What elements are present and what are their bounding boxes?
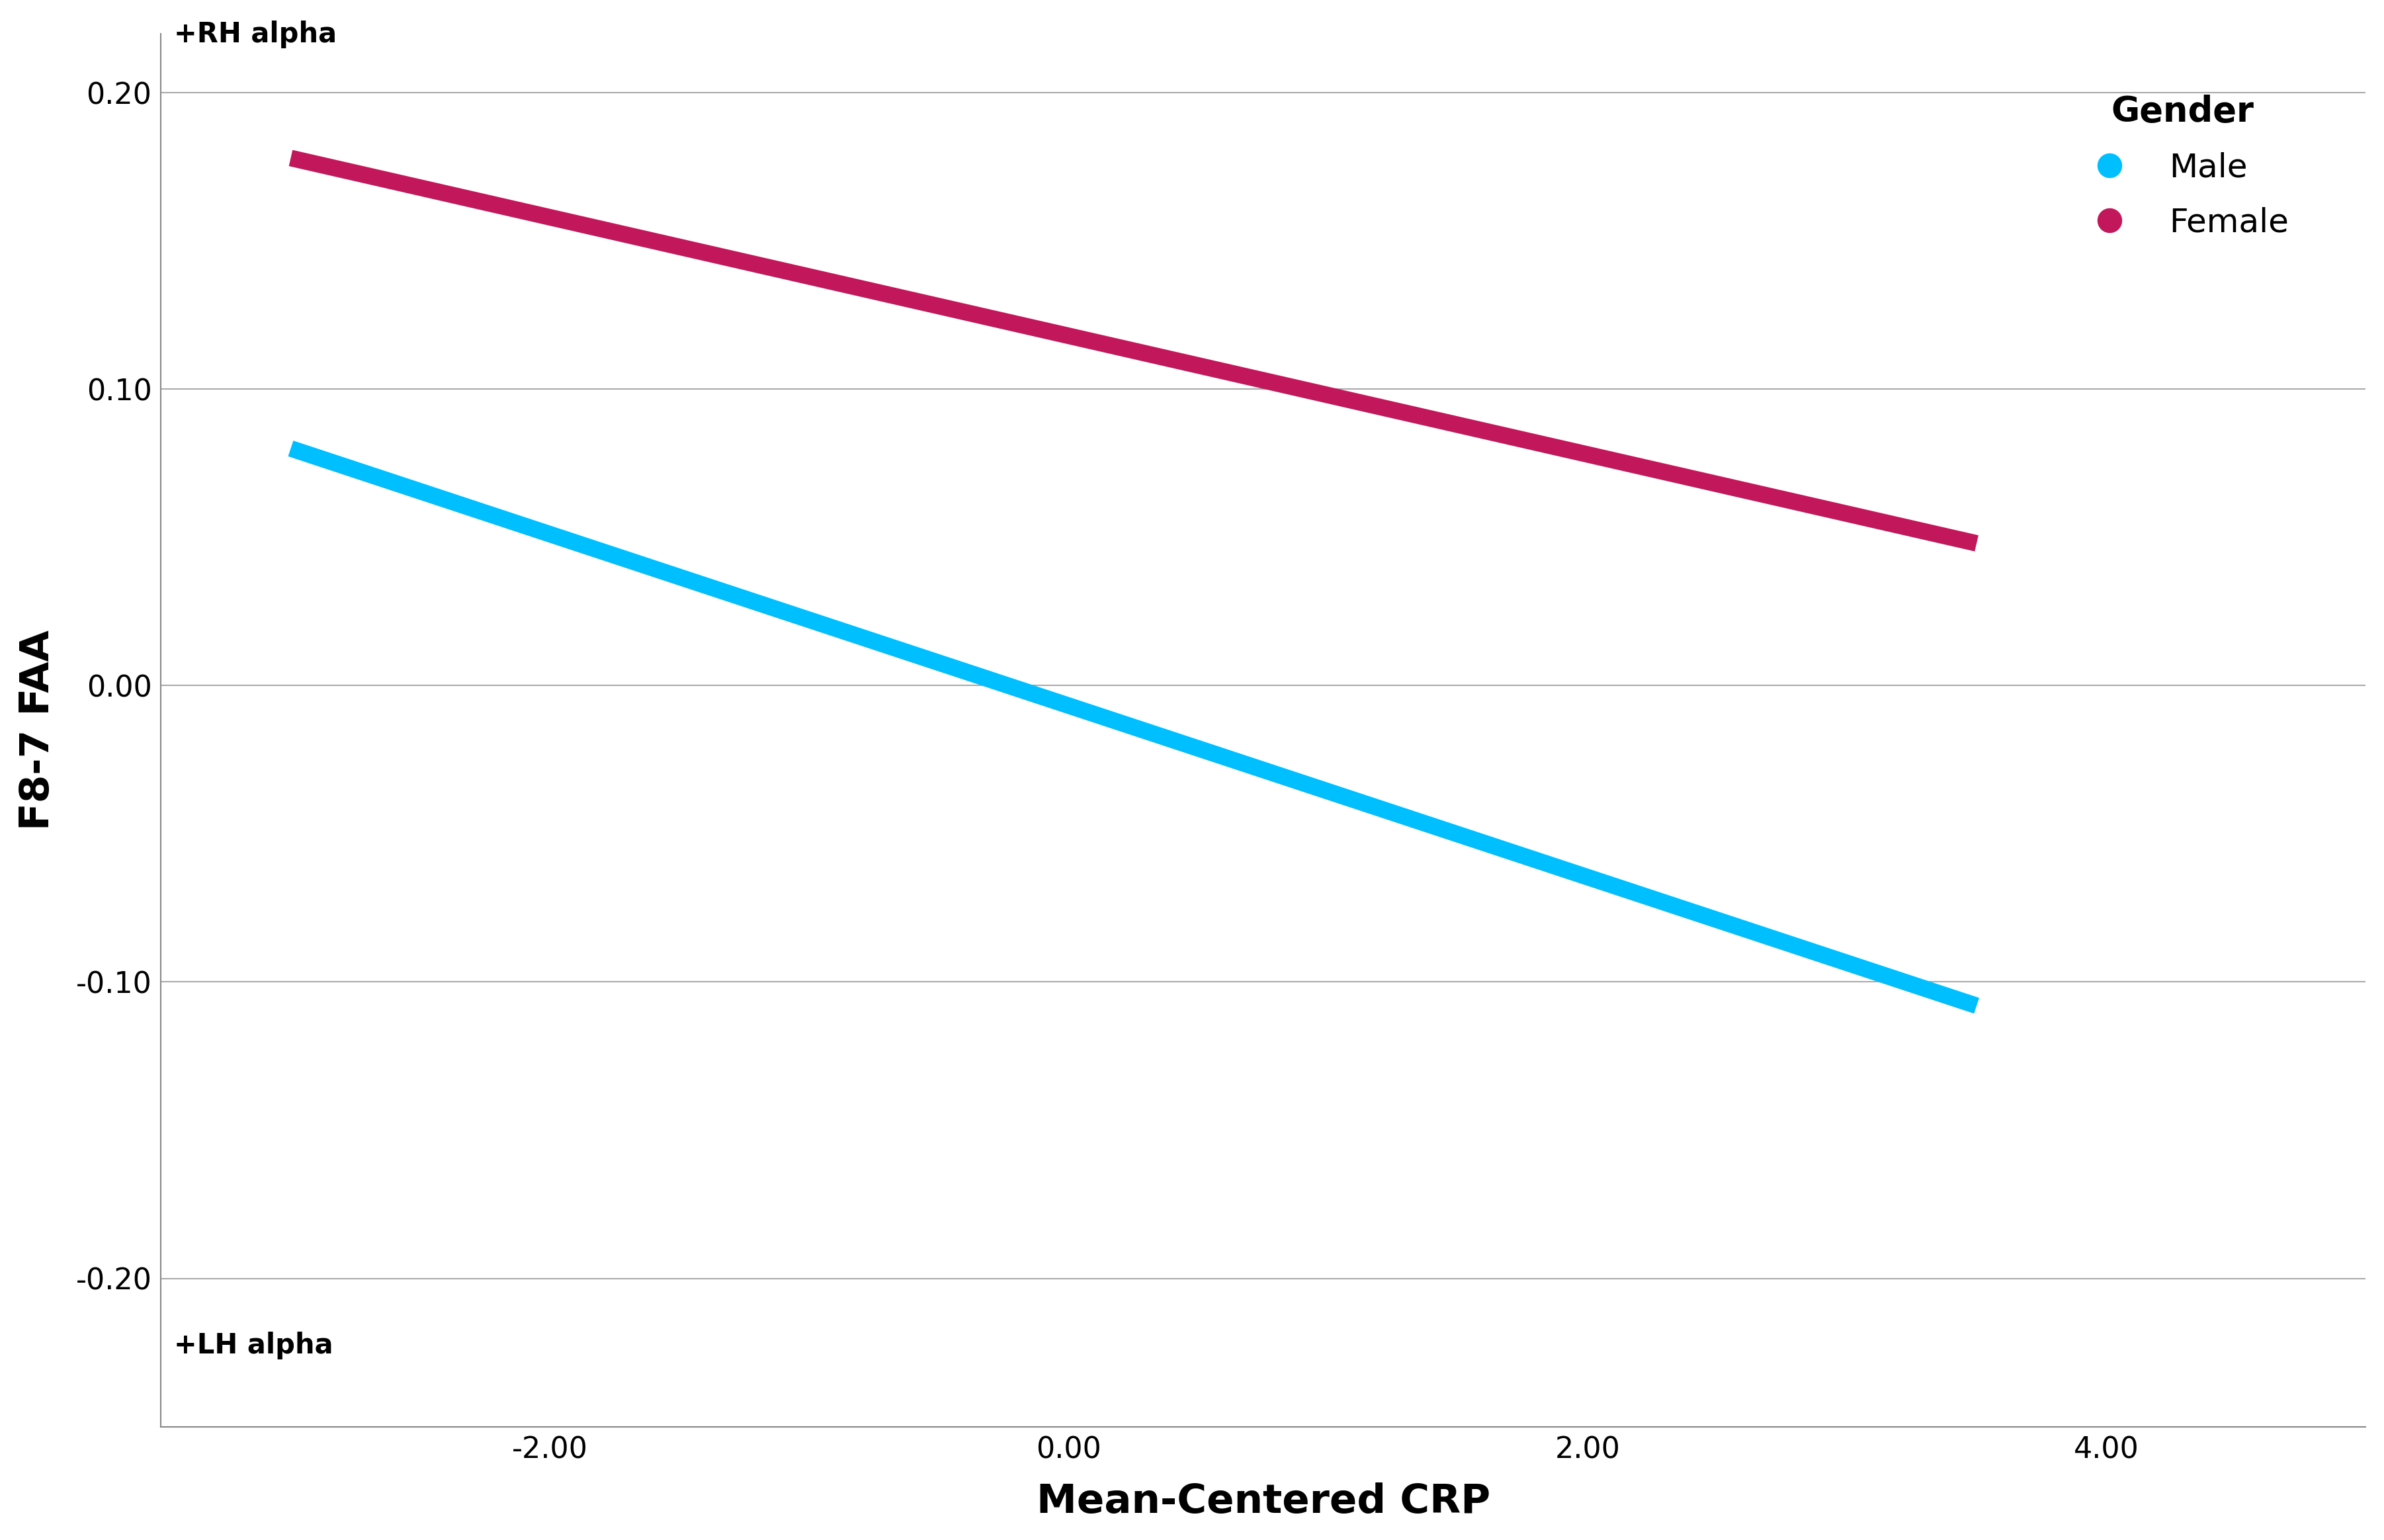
X-axis label: Mean-Centered CRP: Mean-Centered CRP [1037,1483,1490,1522]
Y-axis label: F8-7 FAA: F8-7 FAA [19,630,57,830]
Male [277,439,305,457]
Text: +LH alpha: +LH alpha [174,1332,334,1360]
Female [1962,534,1991,553]
Female [277,149,305,168]
Male [1962,996,1991,1015]
Text: +RH alpha: +RH alpha [174,20,336,48]
Legend: Male, Female: Male, Female [2060,79,2305,256]
Line: Male: Male [291,448,1976,1006]
Line: Female: Female [291,159,1976,544]
